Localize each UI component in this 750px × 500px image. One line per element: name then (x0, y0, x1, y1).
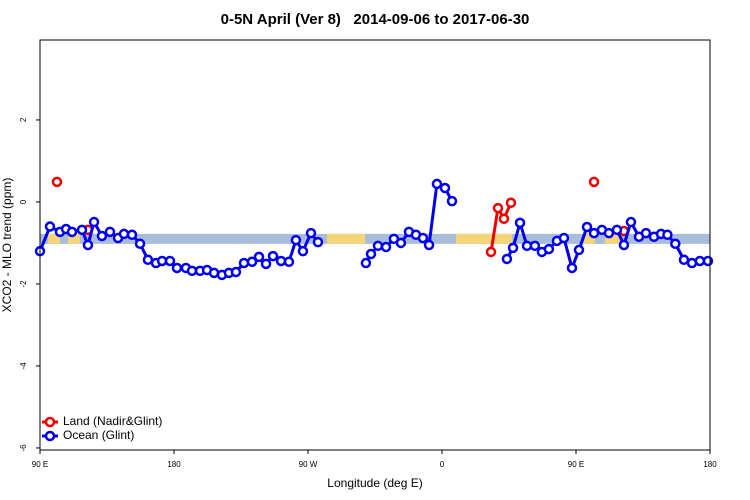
series-point (618, 239, 630, 251)
series-point (118, 228, 130, 240)
series-point (566, 262, 578, 274)
series-point (492, 202, 504, 214)
series-point (603, 227, 615, 239)
x-tick-label: 90 W (299, 460, 318, 469)
series-point (439, 182, 451, 194)
series-point (558, 232, 570, 244)
series-point (670, 238, 681, 250)
series-point (290, 234, 302, 246)
series-point (360, 257, 372, 269)
series-point (505, 197, 517, 209)
series-point (485, 246, 497, 258)
series-point (96, 230, 108, 242)
series-point (662, 229, 673, 240)
series-point (164, 255, 176, 267)
series-point (171, 262, 183, 274)
x-axis-label: Longitude (deg E) (327, 476, 422, 490)
series-point (380, 241, 392, 253)
x-tick-label: 90 E (32, 460, 48, 469)
legend-label: Ocean (Glint) (63, 428, 134, 442)
series-point (611, 224, 623, 236)
series-point (588, 176, 600, 188)
series-point (253, 251, 265, 263)
series-point (678, 254, 690, 266)
y-tick-label: -4 (19, 362, 28, 370)
series-point (104, 226, 116, 238)
series-point (88, 216, 100, 228)
x-tick-label: 0 (440, 460, 445, 469)
series-point (640, 227, 652, 239)
series-point (126, 229, 138, 240)
series-point (66, 226, 78, 238)
x-tick-label: 90 E (568, 460, 584, 469)
series-point (305, 227, 317, 239)
series-point (498, 213, 510, 225)
y-tick-label: 0 (19, 199, 28, 204)
series-point (283, 256, 295, 268)
series-point (625, 216, 637, 228)
series-point (529, 240, 541, 252)
series-point (297, 245, 309, 257)
series-point (246, 256, 258, 268)
legend-marker (44, 430, 56, 442)
x-tick-label: 180 (167, 460, 181, 469)
series-point (417, 232, 429, 244)
series-point (423, 239, 435, 251)
y-tick-label: -6 (19, 444, 28, 452)
x-tick-label: 180 (703, 460, 717, 469)
series-point (702, 255, 714, 267)
y-tick-label: 2 (19, 117, 28, 122)
series-point (312, 236, 324, 248)
legend-label: Land (Nadir&Glint) (63, 414, 162, 428)
series-point (446, 195, 458, 207)
series-point (260, 258, 272, 270)
series-point (142, 254, 154, 266)
series-point (134, 238, 146, 250)
plot-frame (39, 39, 711, 451)
series-point (267, 250, 279, 262)
series-point (230, 266, 242, 278)
series-point (543, 243, 555, 255)
legend-marker (44, 416, 56, 428)
y-tick-label: -2 (19, 280, 28, 288)
series-point (82, 239, 94, 251)
series-point (581, 221, 593, 233)
series-point (501, 253, 513, 265)
series-point (51, 176, 63, 188)
plot: 90 E 180 90 W 0 90 E 180 -6 -4 -2 0 2 (19, 117, 717, 469)
series-point (573, 244, 585, 256)
chart-title: 0-5N April (Ver 8) 2014-09-06 to 2017-06… (221, 11, 530, 28)
series-point (238, 257, 250, 269)
series-point (372, 240, 384, 252)
series-point (365, 248, 377, 260)
series-point (514, 217, 526, 229)
series-line (489, 202, 513, 253)
series-point (507, 242, 519, 254)
series-point (431, 178, 443, 190)
series-point (44, 221, 56, 232)
y-axis-label: XCO2 - MLO trend (ppm) (0, 178, 14, 313)
series-point (76, 224, 88, 236)
series-point (395, 237, 407, 249)
